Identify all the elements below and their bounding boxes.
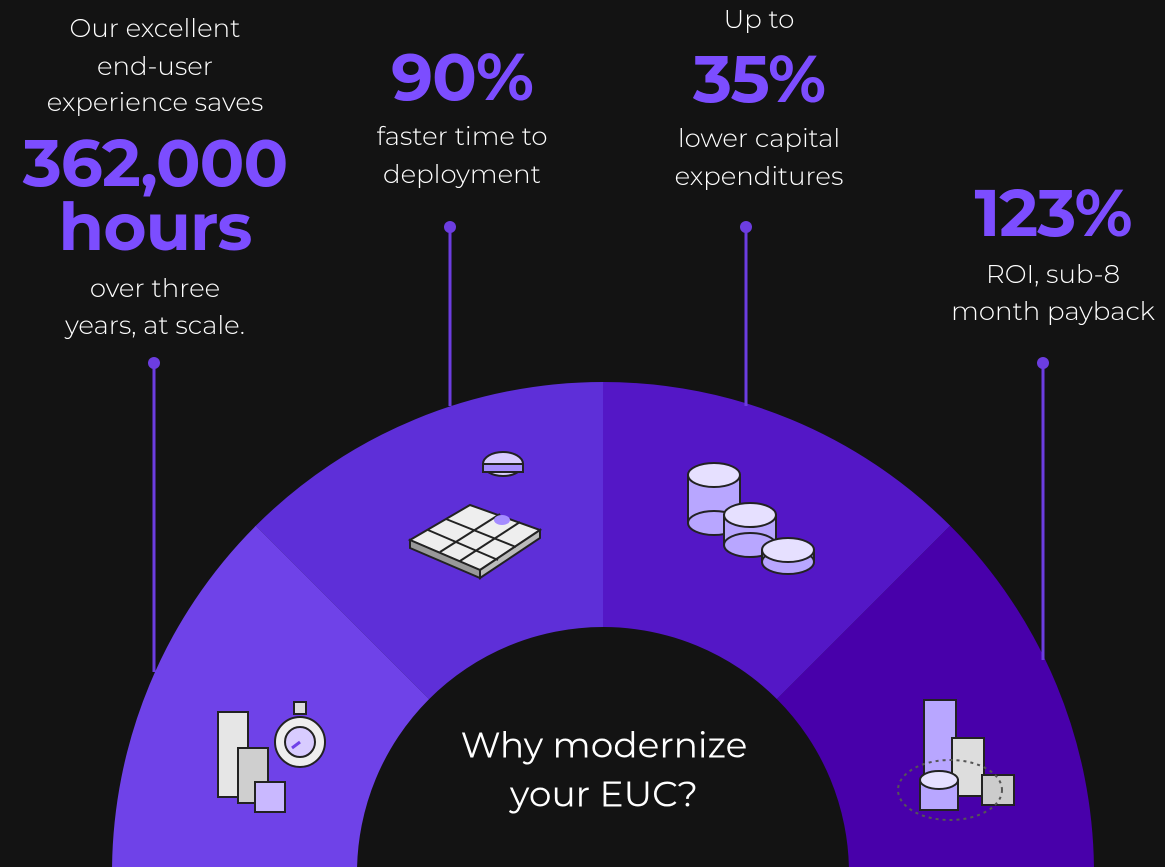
stat-detail: month payback [951, 295, 1155, 327]
stat-detail: lower capital [678, 122, 840, 154]
stat-value: 35% [692, 38, 825, 119]
wedge [112, 525, 430, 867]
center-title: Why modernize [461, 723, 748, 767]
icon-chart-stopwatch [217, 701, 326, 813]
stat-lead: experience saves [47, 86, 264, 118]
icon-coins [687, 462, 815, 575]
stat-value: hours [59, 186, 252, 267]
stat-value: 90% [391, 36, 533, 117]
stat-detail: faster time to [376, 120, 547, 152]
stat-detail: expenditures [675, 160, 844, 192]
icon-growth [897, 699, 1015, 821]
stat-detail: ROI, sub-8 [986, 258, 1120, 290]
connector-dot [1037, 357, 1049, 369]
stat-lead: Our excellent [70, 12, 241, 44]
stat-lead: end-user [97, 50, 213, 82]
connector-dot [444, 221, 456, 233]
stat-lead: Up to [724, 3, 795, 35]
connector-dot [740, 221, 752, 233]
icon-calendar [407, 451, 543, 580]
stat-detail: years, at scale. [64, 309, 245, 341]
stat-value: 123% [974, 172, 1131, 253]
center-title: your EUC? [509, 772, 698, 816]
connectors [148, 221, 1049, 672]
stat-value: 362,000 [22, 122, 288, 203]
stat-detail: over three [90, 272, 220, 304]
stat-detail: deployment [383, 158, 541, 190]
connector-dot [148, 357, 160, 369]
